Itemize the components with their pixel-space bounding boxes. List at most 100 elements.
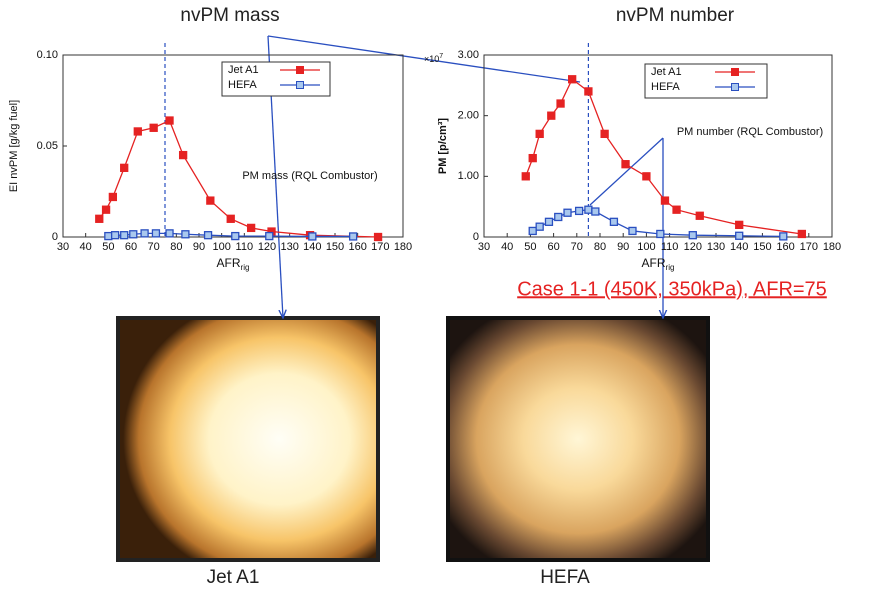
data-point xyxy=(110,231,120,240)
data-point xyxy=(544,217,554,226)
annotation: PM mass (RQL Combustor) xyxy=(242,170,377,182)
data-point xyxy=(95,214,104,223)
x-tick-label: 160 xyxy=(776,241,794,253)
y-tick-label: 0 xyxy=(473,231,479,243)
data-point xyxy=(779,232,788,241)
x-axis-label-sub: rig xyxy=(666,263,675,272)
x-tick-label: 180 xyxy=(394,241,412,253)
x-tick-label: 100 xyxy=(212,241,230,253)
data-point xyxy=(735,220,744,230)
data-point xyxy=(642,172,651,181)
axis-multiplier: ×107 xyxy=(424,53,443,65)
annotation: PM number (RQL Combustor) xyxy=(677,126,823,138)
data-point xyxy=(621,160,630,169)
x-tick-label: 90 xyxy=(617,241,629,253)
data-point xyxy=(140,229,149,238)
multiplier-base: ×10 xyxy=(424,54,439,64)
data-point xyxy=(120,231,129,240)
data-point xyxy=(133,127,142,136)
x-tick-label: 110 xyxy=(661,241,679,253)
data-point xyxy=(348,232,358,241)
x-tick-label: 120 xyxy=(258,241,276,253)
data-point xyxy=(660,196,670,205)
data-point xyxy=(535,222,544,231)
x-tick-label: 70 xyxy=(571,241,583,253)
x-tick-label: 30 xyxy=(478,241,490,253)
data-point xyxy=(165,116,174,125)
data-point xyxy=(308,232,317,241)
x-tick-label: 150 xyxy=(326,241,344,253)
x-tick-label: 60 xyxy=(547,241,559,253)
data-point xyxy=(120,163,129,172)
x-tick-label: 170 xyxy=(371,241,389,253)
data-point xyxy=(688,231,697,240)
multiplier-exp: 7 xyxy=(439,53,443,60)
x-tick-label: 170 xyxy=(800,241,818,253)
data-point xyxy=(584,205,593,214)
x-tick-label: 120 xyxy=(684,241,702,253)
data-point xyxy=(203,231,213,240)
legend-box xyxy=(644,63,768,99)
x-tick-label: 40 xyxy=(501,241,513,253)
x-tick-label: 150 xyxy=(753,241,771,253)
legend-label: Jet A1 xyxy=(651,66,682,78)
data-point xyxy=(672,205,681,214)
data-point xyxy=(521,172,530,181)
data-point xyxy=(129,230,138,239)
x-tick-label: 70 xyxy=(148,241,160,253)
y-tick-label: 1.00 xyxy=(458,170,479,182)
data-point xyxy=(556,99,565,108)
y-tick-label: 0.05 xyxy=(37,140,58,152)
data-point xyxy=(231,231,240,241)
data-point xyxy=(600,129,609,139)
data-point xyxy=(149,123,158,132)
x-axis-label: AFRrig xyxy=(217,256,250,272)
y-tick-label: 2.00 xyxy=(458,110,479,122)
legend-label: HEFA xyxy=(228,79,257,91)
data-point xyxy=(547,111,556,120)
data-point xyxy=(528,226,537,236)
x-axis-label: AFRrig xyxy=(642,256,675,272)
data-point xyxy=(528,153,537,163)
x-tick-label: 140 xyxy=(303,241,321,253)
data-point xyxy=(246,223,256,233)
photo-caption: HEFA xyxy=(540,567,590,588)
data-point xyxy=(584,87,593,96)
data-point xyxy=(656,229,665,239)
x-tick-label: 50 xyxy=(524,241,536,253)
data-point xyxy=(181,230,190,239)
data-point xyxy=(574,206,584,216)
x-tick-label: 180 xyxy=(823,241,841,253)
data-point xyxy=(568,75,577,84)
legend-marker xyxy=(296,81,304,89)
x-tick-label: 40 xyxy=(80,241,92,253)
y-tick-label: 0.10 xyxy=(37,49,58,61)
data-point xyxy=(178,150,188,160)
legend-marker xyxy=(296,66,304,74)
case-label: Case 1-1 (450K, 350kPa), AFR=75 xyxy=(517,278,827,300)
x-tick-label: 130 xyxy=(280,241,298,253)
x-tick-label: 80 xyxy=(170,241,182,253)
data-point xyxy=(695,211,704,220)
x-tick-label: 80 xyxy=(594,241,606,253)
data-point xyxy=(554,212,563,222)
jet-a1-photo xyxy=(116,316,380,562)
x-tick-label: 60 xyxy=(125,241,137,253)
y-axis-label: PM [p/cm³] xyxy=(437,118,449,175)
legend-marker xyxy=(731,83,739,91)
data-point xyxy=(591,207,600,216)
x-tick-label: 130 xyxy=(707,241,725,253)
data-point xyxy=(563,208,572,217)
x-tick-label: 140 xyxy=(730,241,748,253)
data-point xyxy=(797,229,806,239)
photo-caption: Jet A1 xyxy=(207,567,260,588)
data-point xyxy=(226,214,235,223)
x-tick-label: 90 xyxy=(193,241,205,253)
data-point xyxy=(165,229,174,238)
data-point xyxy=(265,231,274,241)
data-point xyxy=(151,229,161,238)
y-tick-label: 3.00 xyxy=(458,49,479,61)
x-tick-label: 110 xyxy=(236,241,254,253)
